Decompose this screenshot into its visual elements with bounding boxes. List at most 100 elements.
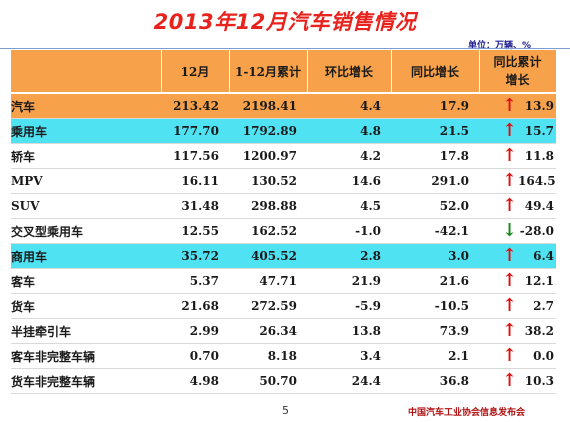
page-title: 2013年12月汽车销售情况 (153, 10, 417, 34)
row-yoy-cumulative-value: 13.9 (524, 99, 554, 113)
table-row: 轿车 117.56 1200.97 4.2 17.8 ↑ 11.8 (11, 143, 556, 169)
row-cumulative-value: 26.34 (229, 318, 307, 344)
row-yoy-value: 36.8 (391, 368, 479, 394)
row-name: 轿车 (11, 143, 161, 169)
row-mom-value: 24.4 (307, 368, 391, 394)
table-row: 商用车 35.72 405.52 2.8 3.0 ↑ 6.4 (11, 243, 556, 269)
row-mom-value: 4.2 (307, 143, 391, 169)
header-yoy-cumulative-line2: 增长 (505, 73, 530, 87)
row-yoy-value: -10.5 (391, 293, 479, 319)
row-yoy-value: 17.8 (391, 143, 479, 169)
row-yoy-cumulative: ↑ 12.1 (479, 268, 556, 294)
row-month-value: 5.37 (161, 268, 229, 294)
row-mom-value: 13.8 (307, 318, 391, 344)
up-arrow-icon: ↑ (502, 370, 518, 391)
row-mom-value: -1.0 (307, 218, 391, 244)
row-yoy-cumulative: ↑ 10.3 (479, 368, 556, 394)
source-label: 中国汽车工业协会信息发布会 (408, 408, 526, 418)
unit-label: 单位：万辆、% (468, 41, 532, 51)
row-yoy-cumulative-value: 38.2 (524, 324, 554, 338)
up-arrow-icon: ↑ (502, 145, 518, 166)
table-row: 客车非完整车辆 0.70 8.18 3.4 2.1 ↑ 0.0 (11, 343, 556, 369)
table-row: 交叉型乘用车 12.55 162.52 -1.0 -42.1 ↓ -28.0 (11, 218, 556, 244)
row-yoy-value: 3.0 (391, 243, 479, 269)
row-month-value: 35.72 (161, 243, 229, 269)
row-cumulative-value: 298.88 (229, 193, 307, 219)
row-yoy-value: 52.0 (391, 193, 479, 219)
row-name: SUV (11, 193, 161, 219)
row-name: 交叉型乘用车 (11, 218, 161, 244)
header-mom: 环比增长 (307, 50, 392, 94)
row-yoy-value: 2.1 (391, 343, 479, 369)
row-mom-value: 4.8 (307, 118, 391, 144)
row-yoy-cumulative-value: 6.4 (533, 249, 554, 263)
row-name: 客车 (11, 268, 161, 294)
row-yoy-value: 17.9 (391, 93, 479, 119)
row-mom-value: 4.5 (307, 193, 391, 219)
row-yoy-cumulative: ↑ 11.8 (479, 143, 556, 169)
row-yoy-cumulative: ↑ 0.0 (479, 343, 556, 369)
table-row: MPV 16.11 130.52 14.6 291.0 ↑164.5 (11, 168, 556, 194)
row-yoy-cumulative: ↑ 13.9 (479, 93, 556, 119)
up-arrow-icon: ↑ (502, 95, 518, 116)
row-yoy-cumulative: ↑164.5 (479, 168, 556, 194)
table-row: 货车 21.68 272.59 -5.9 -10.5 ↑ 2.7 (11, 293, 556, 319)
row-yoy-cumulative-value: 12.1 (524, 274, 554, 288)
header-yoy: 同比增长 (391, 50, 480, 94)
row-yoy-cumulative-value: 0.0 (533, 349, 554, 363)
row-name: MPV (11, 168, 161, 194)
row-mom-value: 14.6 (307, 168, 391, 194)
row-yoy-cumulative: ↑ 49.4 (479, 193, 556, 219)
row-yoy-cumulative-value: 11.8 (524, 149, 554, 163)
row-month-value: 0.70 (161, 343, 229, 369)
row-month-value: 31.48 (161, 193, 229, 219)
row-yoy-cumulative-value: 10.3 (524, 374, 554, 388)
row-yoy-cumulative: ↑ 15.7 (479, 118, 556, 144)
row-month-value: 177.70 (161, 118, 229, 144)
header-month: 12月 (161, 50, 230, 94)
row-yoy-cumulative: ↑ 2.7 (479, 293, 556, 319)
row-mom-value: 4.4 (307, 93, 391, 119)
sales-table: 12月 1-12月累计 环比增长 同比增长 同比累计 增长 汽车 213.42 219… (11, 50, 557, 394)
up-arrow-icon: ↑ (502, 245, 518, 266)
up-arrow-icon: ↑ (502, 320, 518, 341)
title-divider (0, 48, 570, 49)
table-row: 半挂牵引车 2.99 26.34 13.8 73.9 ↑ 38.2 (11, 318, 556, 344)
row-cumulative-value: 47.71 (229, 268, 307, 294)
row-mom-value: -5.9 (307, 293, 391, 319)
header-yoy-cumulative-line1: 同比累计 (493, 55, 542, 69)
up-arrow-icon: ↑ (502, 345, 518, 366)
row-name: 商用车 (11, 243, 161, 269)
row-name: 货车非完整车辆 (11, 368, 161, 394)
row-cumulative-value: 405.52 (229, 243, 307, 269)
row-month-value: 12.55 (161, 218, 229, 244)
row-name: 汽车 (11, 93, 161, 119)
row-yoy-cumulative: ↑ 38.2 (479, 318, 556, 344)
row-name: 乘用车 (11, 118, 161, 144)
row-cumulative-value: 1792.89 (229, 118, 307, 144)
page-number: 5 (282, 404, 289, 417)
row-yoy-value: 21.5 (391, 118, 479, 144)
up-arrow-icon: ↑ (502, 195, 518, 216)
row-month-value: 2.99 (161, 318, 229, 344)
table-row: 货车非完整车辆 4.98 50.70 24.4 36.8 ↑ 10.3 (11, 368, 556, 394)
down-arrow-icon: ↓ (502, 220, 518, 241)
row-cumulative-value: 162.52 (229, 218, 307, 244)
row-yoy-cumulative-value: -28.0 (519, 224, 554, 238)
row-yoy-cumulative: ↑ 6.4 (479, 243, 556, 269)
row-month-value: 213.42 (161, 93, 229, 119)
row-mom-value: 3.4 (307, 343, 391, 369)
row-month-value: 21.68 (161, 293, 229, 319)
table-row: 乘用车 177.70 1792.89 4.8 21.5 ↑ 15.7 (11, 118, 556, 144)
row-mom-value: 2.8 (307, 243, 391, 269)
row-yoy-value: 73.9 (391, 318, 479, 344)
row-name: 客车非完整车辆 (11, 343, 161, 369)
table-row: SUV 31.48 298.88 4.5 52.0 ↑ 49.4 (11, 193, 556, 219)
row-month-value: 16.11 (161, 168, 229, 194)
row-cumulative-value: 2198.41 (229, 93, 307, 119)
up-arrow-icon: ↑ (502, 270, 518, 291)
up-arrow-icon: ↑ (502, 120, 518, 141)
row-cumulative-value: 130.52 (229, 168, 307, 194)
up-arrow-icon: ↑ (502, 170, 518, 191)
row-cumulative-value: 1200.97 (229, 143, 307, 169)
